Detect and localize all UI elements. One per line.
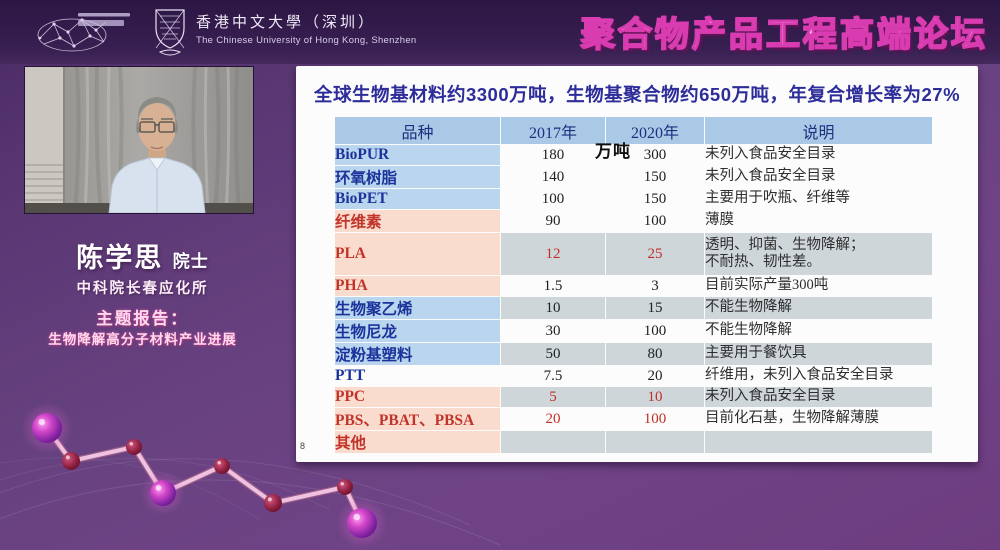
report-label: 主题报告： bbox=[96, 310, 189, 328]
table-row: PBS、PBAT、PBSA 20 100 目前化石基，生物降解薄膜 bbox=[334, 407, 933, 431]
value-2020-cell: 20 bbox=[605, 365, 705, 387]
value-2020-cell bbox=[605, 430, 705, 454]
slide-page-number: 8 bbox=[300, 441, 306, 451]
table-row: 其他 bbox=[334, 430, 933, 454]
value-2017-cell: 100 bbox=[500, 188, 606, 210]
material-name-cell: 环氧树脂 bbox=[334, 165, 501, 189]
material-name-cell: 纤维素 bbox=[334, 209, 501, 233]
material-name-cell: BioPUR bbox=[334, 144, 501, 166]
description-cell bbox=[704, 430, 933, 454]
value-2017-cell: 180 bbox=[500, 144, 606, 166]
unit-annotation: 万吨 bbox=[595, 142, 631, 161]
value-2020-cell: 150 bbox=[605, 188, 705, 210]
description-cell: 目前实际产量300吨 bbox=[704, 275, 933, 297]
speaker-person bbox=[108, 97, 206, 214]
university-name-cn: 香港中文大學（深圳） bbox=[196, 15, 377, 31]
table-row: 环氧树脂 140 150 未列入食品安全目录 bbox=[334, 165, 933, 189]
top-banner: 香港中文大學（深圳） The Chinese University of Hon… bbox=[0, 0, 1000, 64]
description-cell: 纤维用，未列入食品安全目录 bbox=[704, 365, 933, 387]
table-row: BioPUR 180 300 未列入食品安全目录 bbox=[334, 144, 933, 166]
value-2017-cell: 20 bbox=[500, 407, 606, 431]
network-globe-logo bbox=[37, 13, 130, 52]
table-row: 纤维素 90 100 薄膜 bbox=[334, 209, 933, 233]
material-name-cell: PPC bbox=[334, 386, 501, 408]
description-cell: 不能生物降解 bbox=[704, 296, 933, 320]
description-cell: 透明、抑菌、生物降解； 不耐热、韧性差。 bbox=[704, 232, 933, 276]
table-row: PTT 7.5 20 纤维用，未列入食品安全目录 bbox=[334, 365, 933, 387]
material-name-cell: PLA bbox=[334, 232, 501, 276]
speaker-honorific: 院士 bbox=[172, 252, 209, 271]
forum-title: 聚合物产品工程高端论坛 bbox=[580, 15, 988, 55]
material-name-cell: PHA bbox=[334, 275, 501, 297]
description-cell: 薄膜 bbox=[704, 209, 933, 233]
material-name-cell: 淀粉基塑料 bbox=[334, 342, 501, 366]
table-row: BioPET 100 150 主要用于吹瓶、纤维等 bbox=[334, 188, 933, 210]
university-name-en: The Chinese University of Hong Kong, She… bbox=[196, 34, 417, 46]
col-header-description: 说明 bbox=[704, 116, 933, 145]
value-2020-cell: 3 bbox=[605, 275, 705, 297]
value-2017-cell: 50 bbox=[500, 342, 606, 366]
value-2020-cell: 25 bbox=[605, 232, 705, 276]
value-2020-cell: 15 bbox=[605, 296, 705, 320]
value-2020-cell: 100 bbox=[605, 319, 705, 343]
value-2017-cell: 1.5 bbox=[500, 275, 606, 297]
material-name-cell: PTT bbox=[334, 365, 501, 387]
presentation-slide: 全球生物基材料约3300万吨，生物基聚合物约650万吨，年复合增长率为27% 万… bbox=[296, 66, 978, 462]
material-name-cell: PBS、PBAT、PBSA bbox=[334, 407, 501, 431]
material-name-cell: 生物聚乙烯 bbox=[334, 296, 501, 320]
table-row: PPC 5 10 未列入食品安全目录 bbox=[334, 386, 933, 408]
value-2017-cell: 5 bbox=[500, 386, 606, 408]
value-2020-cell: 150 bbox=[605, 165, 705, 189]
material-name-cell: BioPET bbox=[334, 188, 501, 210]
description-cell: 未列入食品安全目录 bbox=[704, 386, 933, 408]
table-row: 生物聚乙烯 10 15 不能生物降解 bbox=[334, 296, 933, 320]
value-2020-cell: 80 bbox=[605, 342, 705, 366]
description-cell: 未列入食品安全目录 bbox=[704, 165, 933, 189]
table-row: PLA 12 25 透明、抑菌、生物降解； 不耐热、韧性差。 bbox=[334, 232, 933, 276]
value-2020-cell: 100 bbox=[605, 407, 705, 431]
speaker-video-frame bbox=[25, 66, 253, 214]
speaker-affiliation: 中科院长春应化所 bbox=[76, 281, 209, 297]
description-cell: 主要用于吹瓶、纤维等 bbox=[704, 188, 933, 210]
description-cell: 主要用于餐饮具 bbox=[704, 342, 933, 366]
value-2017-cell: 12 bbox=[500, 232, 606, 276]
slide-headline: 全球生物基材料约3300万吨，生物基聚合物约650万吨，年复合增长率为27% bbox=[313, 84, 961, 105]
col-header-2020: 2020年 bbox=[605, 116, 705, 145]
value-2017-cell bbox=[500, 430, 606, 454]
table-row: 淀粉基塑料 50 80 主要用于餐饮具 bbox=[334, 342, 933, 366]
description-cell: 目前化石基，生物降解薄膜 bbox=[704, 407, 933, 431]
value-2020-cell: 10 bbox=[605, 386, 705, 408]
speaker-name-line: 陈学思 院士 bbox=[0, 236, 285, 275]
materials-table: 品种 2017年 2020年 说明 BioPUR 180 300 未列入食品安全目录环… bbox=[334, 116, 933, 454]
report-title: 生物降解高分子材料产业进展 bbox=[48, 332, 237, 347]
table-header-row: 品种 2017年 2020年 说明 bbox=[334, 116, 933, 145]
col-header-2017: 2017年 bbox=[500, 116, 606, 145]
value-2020-cell: 100 bbox=[605, 209, 705, 233]
speaker-video[interactable] bbox=[25, 66, 253, 214]
description-cell: 不能生物降解 bbox=[704, 319, 933, 343]
materials-table-body: BioPUR 180 300 未列入食品安全目录 环氧树脂 140 150 未列入食品安全目录… bbox=[334, 144, 933, 454]
table-row: 生物尼龙 30 100 不能生物降解 bbox=[334, 319, 933, 343]
value-2017-cell: 90 bbox=[500, 209, 606, 233]
value-2017-cell: 7.5 bbox=[500, 365, 606, 387]
material-name-cell: 其他 bbox=[334, 430, 501, 454]
description-cell: 未列入食品安全目录 bbox=[704, 144, 933, 166]
col-header-variety: 品种 bbox=[334, 116, 501, 145]
value-2017-cell: 10 bbox=[500, 296, 606, 320]
value-2017-cell: 140 bbox=[500, 165, 606, 189]
speaker-name: 陈学思 bbox=[76, 243, 164, 273]
cuhk-shield-logo bbox=[155, 9, 185, 56]
value-2017-cell: 30 bbox=[500, 319, 606, 343]
table-row: PHA 1.5 3 目前实际产量300吨 bbox=[334, 275, 933, 297]
material-name-cell: 生物尼龙 bbox=[334, 319, 501, 343]
